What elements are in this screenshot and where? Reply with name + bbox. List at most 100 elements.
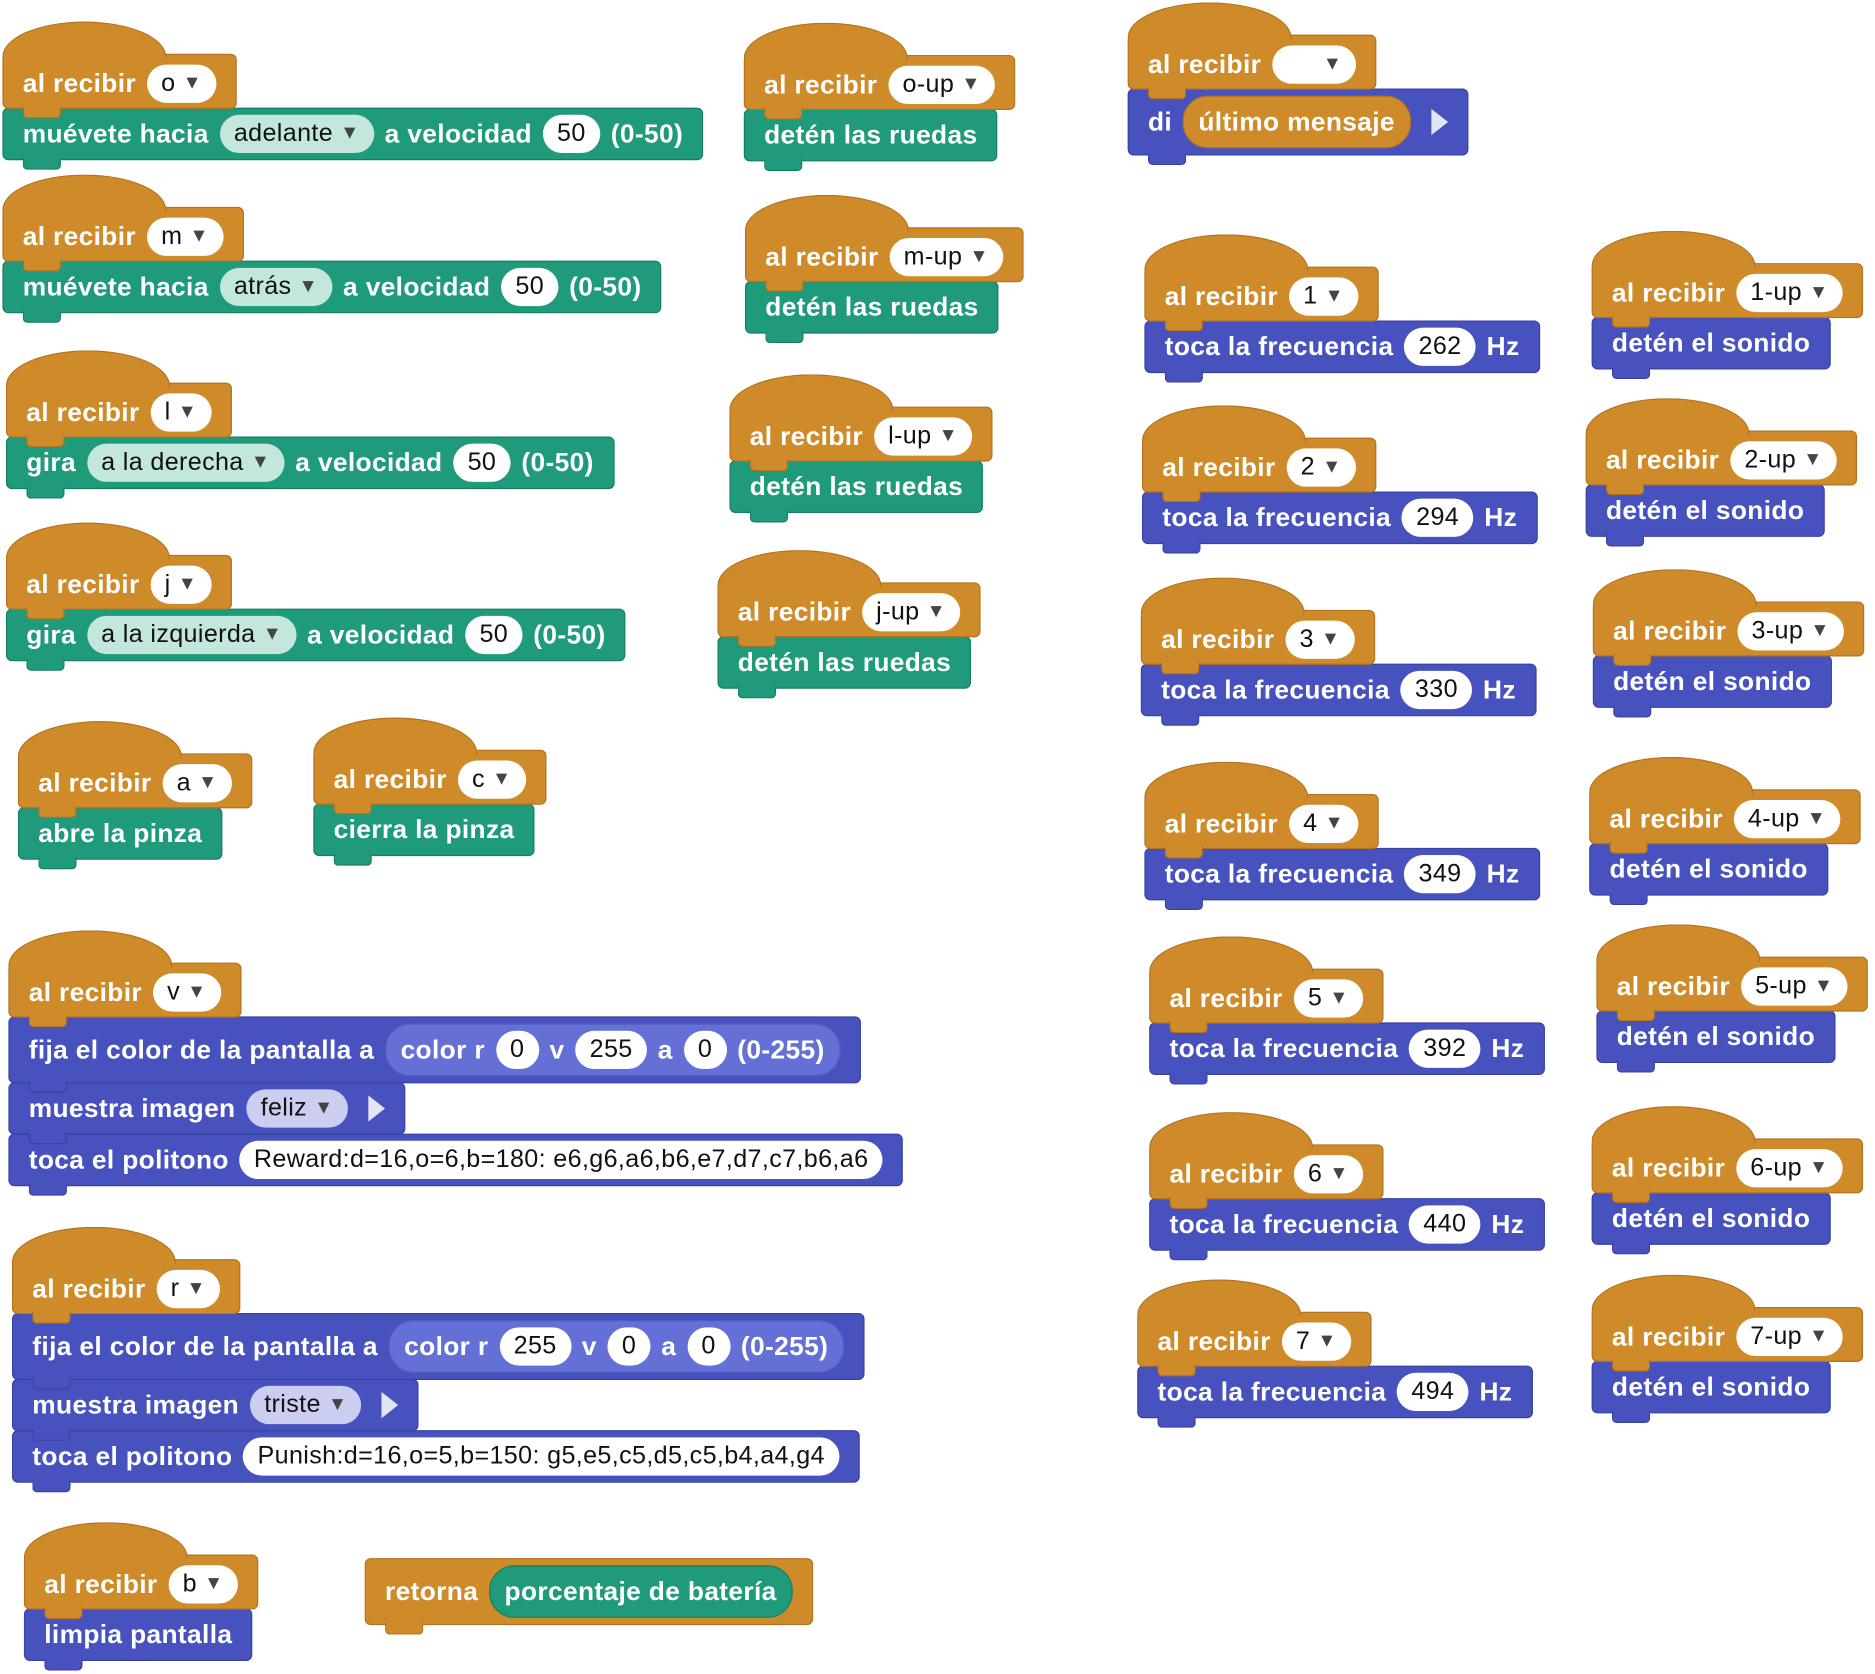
event-hat-block[interactable]: al recibir m-up ▼ [744,194,1024,292]
event-hat-block[interactable]: al recibir a ▼ [17,721,253,818]
dropdown[interactable]: j-up ▼ [861,593,961,632]
dropdown[interactable]: l-up ▼ [873,417,973,456]
command-block[interactable]: toca el politono Reward:d=16,o=6,b=180: e… [8,1133,904,1196]
command-block[interactable]: toca la frecuencia 349 Hz [1144,847,1540,910]
expand-arrow-icon[interactable] [1430,108,1448,136]
command-block[interactable]: toca la frecuencia 392 Hz [1149,1022,1545,1085]
value-input[interactable]: 494 [1397,1372,1469,1412]
dropdown[interactable]: 2 ▼ [1286,448,1356,487]
event-hat-block[interactable]: al recibir b ▼ [23,1522,259,1620]
command-block[interactable]: di último mensaje [1127,88,1468,166]
command-block[interactable]: fija el color de la pantalla a color r 255… [11,1312,865,1390]
value-input[interactable]: 50 [501,267,559,307]
command-block[interactable]: muestra imagen triste ▼ [11,1378,419,1441]
value-input[interactable]: 440 [1408,1205,1481,1244]
value-input[interactable]: 349 [1404,854,1476,894]
event-hat-block[interactable]: al recibir 4 ▼ [1144,761,1379,859]
value-input[interactable]: 50 [542,114,601,154]
dropdown[interactable]: 5-up ▼ [1740,967,1848,1006]
dropdown[interactable]: 3 ▼ [1285,620,1355,659]
event-hat-block[interactable]: al recibir 1-up ▼ [1591,230,1864,328]
dropdown[interactable]: j ▼ [150,565,212,604]
dropdown[interactable]: 4 ▼ [1288,804,1359,844]
event-hat-block[interactable]: al recibir 7 ▼ [1137,1279,1372,1377]
command-block[interactable]: toca el politono Punish:d=16,o=5,b=150: g… [11,1430,860,1493]
dropdown[interactable]: m-up ▼ [889,237,1004,277]
event-hat-block[interactable]: al recibir 3 ▼ [1140,577,1375,675]
event-hat-block[interactable]: al recibir 7-up ▼ [1591,1274,1864,1372]
command-block[interactable]: muévete hacia adelante ▼ a velocidad 50 (0-50… [2,107,704,170]
event-hat-block[interactable]: al recibir j ▼ [5,522,232,620]
dropdown[interactable]: r ▼ [156,1269,221,1309]
event-hat-block[interactable]: al recibir 1 ▼ [1144,234,1379,332]
event-hat-block[interactable]: al recibir o ▼ [2,21,237,119]
expand-arrow-icon[interactable] [381,1391,399,1419]
value-input[interactable]: 50 [465,615,523,655]
reporter-block[interactable]: último mensaje [1182,95,1411,149]
command-block[interactable]: toca la frecuencia 294 Hz [1141,491,1538,554]
dropdown[interactable]: b ▼ [168,1565,238,1604]
dropdown[interactable]: adelante ▼ [219,114,374,154]
event-hat-block[interactable]: al recibir ▼ [1127,2,1377,100]
event-hat-block[interactable]: al recibir l-up ▼ [729,374,993,472]
value-input[interactable]: 255 [499,1327,571,1366]
event-hat-block[interactable]: al recibir 5 ▼ [1149,936,1384,1034]
dropdown[interactable]: a ▼ [162,764,232,803]
event-hat-block[interactable]: al recibir 5-up ▼ [1596,924,1868,1022]
dropdown[interactable]: 2-up ▼ [1729,441,1837,480]
event-hat-block[interactable]: al recibir 2-up ▼ [1585,398,1858,496]
command-block[interactable]: toca la frecuencia 330 Hz [1140,663,1537,726]
event-hat-block[interactable]: al recibir 6 ▼ [1149,1112,1384,1209]
event-hat-block[interactable]: al recibir 4-up ▼ [1589,756,1861,854]
dropdown[interactable]: v ▼ [152,973,221,1012]
expand-arrow-icon[interactable] [368,1095,385,1122]
dropdown[interactable]: 1 ▼ [1288,277,1359,316]
dropdown[interactable]: 1-up ▼ [1735,273,1843,313]
dropdown[interactable]: a la derecha ▼ [86,443,285,482]
dropdown[interactable]: 7 ▼ [1281,1322,1352,1361]
value-input[interactable]: 0 [607,1327,651,1366]
reporter-block[interactable]: color r 0 v 255 a 0 (0-255) [385,1023,841,1077]
value-input[interactable]: 0 [687,1327,731,1366]
value-input[interactable]: 294 [1401,498,1474,537]
event-hat-block[interactable]: al recibir v ▼ [8,930,242,1028]
command-block[interactable]: toca la frecuencia 440 Hz [1149,1198,1545,1261]
event-hat-block[interactable]: al recibir 6-up ▼ [1591,1106,1864,1203]
dropdown[interactable]: 3-up ▼ [1737,612,1845,651]
value-input[interactable]: Reward:d=16,o=6,b=180: e6,g6,a6,b6,e7,d7… [239,1140,883,1180]
event-hat-block[interactable]: al recibir m ▼ [2,174,244,272]
dropdown[interactable]: o-up ▼ [888,65,996,105]
dropdown[interactable]: c ▼ [457,760,526,799]
dropdown[interactable]: triste ▼ [249,1385,362,1425]
command-block[interactable]: muévete hacia atrás ▼ a velocidad 50 (0-50) [2,260,662,323]
reporter-block[interactable]: porcentaje de batería [488,1565,793,1618]
dropdown[interactable]: feliz ▼ [246,1089,348,1128]
event-hat-block[interactable]: al recibir l ▼ [5,350,232,448]
event-hat-block[interactable]: al recibir o-up ▼ [743,22,1016,120]
command-block[interactable]: retorna porcentaje de batería [364,1558,813,1635]
value-input[interactable]: Punish:d=16,o=5,b=150: g5,e5,c5,d5,c5,b4… [243,1437,840,1476]
dropdown[interactable]: 7-up ▼ [1735,1317,1843,1357]
event-hat-block[interactable]: al recibir 3-up ▼ [1592,569,1865,667]
command-block[interactable]: gira a la izquierda ▼ a velocidad 50 (0-50) [5,608,626,671]
value-input[interactable]: 255 [575,1030,647,1070]
dropdown[interactable]: l ▼ [150,393,212,432]
value-input[interactable]: 262 [1404,327,1476,366]
dropdown[interactable]: 4-up ▼ [1733,799,1841,839]
event-hat-block[interactable]: al recibir c ▼ [313,717,547,815]
command-block[interactable]: toca la frecuencia 494 Hz [1137,1365,1533,1428]
dropdown[interactable]: 5 ▼ [1293,979,1364,1018]
value-input[interactable]: 392 [1408,1029,1481,1068]
dropdown[interactable]: 6-up ▼ [1735,1149,1843,1188]
dropdown[interactable]: 6 ▼ [1293,1155,1364,1194]
value-input[interactable]: 330 [1400,670,1473,710]
command-block[interactable]: toca la frecuencia 262 Hz [1144,320,1540,383]
event-hat-block[interactable]: al recibir 2 ▼ [1141,405,1377,503]
event-hat-block[interactable]: al recibir r ▼ [11,1226,241,1324]
dropdown[interactable]: a la izquierda ▼ [86,615,297,655]
event-hat-block[interactable]: al recibir j-up ▼ [717,550,981,647]
dropdown[interactable]: m ▼ [146,217,224,256]
value-input[interactable]: 50 [453,443,511,482]
dropdown[interactable]: atrás ▼ [219,267,333,307]
